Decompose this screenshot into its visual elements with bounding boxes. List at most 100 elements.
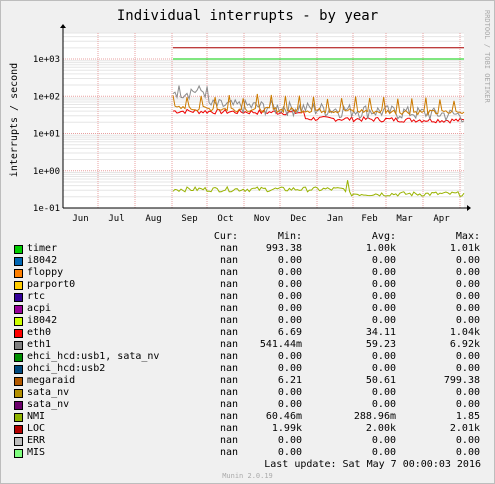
legend-max-value: 1.85 xyxy=(455,411,480,422)
legend-series-name: i8042 xyxy=(27,255,58,266)
legend-avg-value: 59.23 xyxy=(365,339,396,350)
legend-swatch xyxy=(14,305,23,314)
legend-avg-value: 1.00k xyxy=(365,243,396,254)
legend-cur-value: nan xyxy=(219,315,238,326)
legend-avg-value: 0.00 xyxy=(371,279,396,290)
legend-row: rtc nan 0.00 0.00 0.00 xyxy=(0,291,495,303)
x-tick-label: Jan xyxy=(327,214,343,224)
legend-cur-value: nan xyxy=(219,399,238,410)
x-tick-label: Sep xyxy=(181,214,197,224)
legend-header: Cur: Min: Avg: Max: xyxy=(0,231,495,243)
legend-series-name: NMI xyxy=(27,411,46,422)
legend-row: ohci_hcd:usb2 nan 0.00 0.00 0.00 xyxy=(0,363,495,375)
legend-row: eth0 nan 6.69 34.11 1.04k xyxy=(0,327,495,339)
legend-swatch xyxy=(14,341,23,350)
legend-row: parport0 nan 0.00 0.00 0.00 xyxy=(0,279,495,291)
legend-row: timer nan 993.38 1.00k 1.01k xyxy=(0,243,495,255)
legend-min-value: 0.00 xyxy=(277,315,302,326)
series-lines xyxy=(172,47,465,197)
y-tick-label: 1e-01 xyxy=(33,204,60,214)
legend-swatch xyxy=(14,425,23,434)
legend-min-value: 0.00 xyxy=(277,267,302,278)
legend-max-value: 0.00 xyxy=(455,447,480,458)
legend-series-name: ohci_hcd:usb2 xyxy=(27,363,106,374)
y-tick-label: 1e+00 xyxy=(33,167,60,177)
legend-avg-value: 0.00 xyxy=(371,399,396,410)
x-tick-label: Jul xyxy=(108,214,124,224)
legend-min-value: 541.44m xyxy=(259,339,302,350)
legend-swatch xyxy=(14,257,23,266)
legend-cur-value: nan xyxy=(219,243,238,254)
legend-max-value: 0.00 xyxy=(455,315,480,326)
legend-swatch xyxy=(14,449,23,458)
x-tick-label: Aug xyxy=(145,214,161,224)
legend-series-name: MIS xyxy=(27,447,46,458)
legend-series-name: LOC xyxy=(27,423,46,434)
legend-swatch xyxy=(14,401,23,410)
legend-row: NMI nan 60.46m 288.96m 1.85 xyxy=(0,411,495,423)
legend-series-name: floppy xyxy=(27,267,64,278)
legend-swatch xyxy=(14,365,23,374)
legend-avg-value: 50.61 xyxy=(365,375,396,386)
legend-series-name: ehci_hcd:usb1, sata_nv xyxy=(27,351,160,362)
legend-max-value: 0.00 xyxy=(455,351,480,362)
rrdtool-credit-text: RRDTOOL / TOBI OETIKER xyxy=(483,10,491,104)
legend-series-name: rtc xyxy=(27,291,46,302)
legend-swatch xyxy=(14,245,23,254)
legend-min-value: 0.00 xyxy=(277,351,302,362)
legend-max-value: 0.00 xyxy=(455,435,480,446)
legend-min-value: 0.00 xyxy=(277,279,302,290)
legend-series-name: acpi xyxy=(27,303,52,314)
legend-min-value: 0.00 xyxy=(277,399,302,410)
legend-cur-value: nan xyxy=(219,411,238,422)
legend-series-name: sata_nv xyxy=(27,387,70,398)
munin-version: Munin 2.0.19 xyxy=(222,472,273,480)
legend-header-avg: Avg: xyxy=(371,231,396,242)
last-update: Last update: Sat May 7 00:00:03 2016 xyxy=(264,459,481,470)
legend-min-value: 1.99k xyxy=(271,423,302,434)
y-axis-label: interrupts / second xyxy=(9,63,20,177)
legend-cur-value: nan xyxy=(219,255,238,266)
x-tick-label: Jun xyxy=(72,214,88,224)
y-tick-label: 1e+01 xyxy=(33,130,60,140)
legend-max-value: 0.00 xyxy=(455,255,480,266)
legend-row: floppy nan 0.00 0.00 0.00 xyxy=(0,267,495,279)
legend-row: megaraid nan 6.21 50.61 799.38 xyxy=(0,375,495,387)
legend-swatch xyxy=(14,413,23,422)
legend-row: sata_nv nan 0.00 0.00 0.00 xyxy=(0,387,495,399)
legend-swatch xyxy=(14,281,23,290)
x-tick-labels: Jun Jul Aug Sep Oct Nov Dec Jan Feb Mar Apr xyxy=(72,214,450,224)
legend-swatch xyxy=(14,389,23,398)
legend-max-value: 0.00 xyxy=(455,387,480,398)
series-line-megaraid xyxy=(172,93,465,117)
legend-avg-value: 0.00 xyxy=(371,447,396,458)
legend-series-name: i8042 xyxy=(27,315,58,326)
legend-max-value: 1.01k xyxy=(449,243,480,254)
legend-header-min: Min: xyxy=(277,231,302,242)
x-tick-label: Apr xyxy=(433,214,450,224)
y-tick-label: 1e+03 xyxy=(33,55,60,65)
x-tick-label: Dec xyxy=(290,214,306,224)
legend-row: sata_nv nan 0.00 0.00 0.00 xyxy=(0,399,495,411)
legend-max-value: 2.01k xyxy=(449,423,480,434)
legend-avg-value: 0.00 xyxy=(371,387,396,398)
legend-max-value: 0.00 xyxy=(455,291,480,302)
legend-cur-value: nan xyxy=(219,279,238,290)
y-tick-label: 1e+02 xyxy=(33,92,60,102)
legend-avg-value: 0.00 xyxy=(371,267,396,278)
legend-series-name: sata_nv xyxy=(27,399,70,410)
legend-cur-value: nan xyxy=(219,387,238,398)
legend-max-value: 0.00 xyxy=(455,363,480,374)
legend-cur-value: nan xyxy=(219,375,238,386)
legend-avg-value: 0.00 xyxy=(371,435,396,446)
legend-min-value: 0.00 xyxy=(277,363,302,374)
legend-max-value: 0.00 xyxy=(455,279,480,290)
legend-cur-value: nan xyxy=(219,447,238,458)
x-axis-arrow xyxy=(467,205,471,211)
legend-row: acpi nan 0.00 0.00 0.00 xyxy=(0,303,495,315)
legend-cur-value: nan xyxy=(219,303,238,314)
chart-grid xyxy=(60,24,471,211)
legend-row: i8042 nan 0.00 0.00 0.00 xyxy=(0,255,495,267)
legend-series-name: parport0 xyxy=(27,279,76,290)
legend-max-value: 1.04k xyxy=(449,327,480,338)
